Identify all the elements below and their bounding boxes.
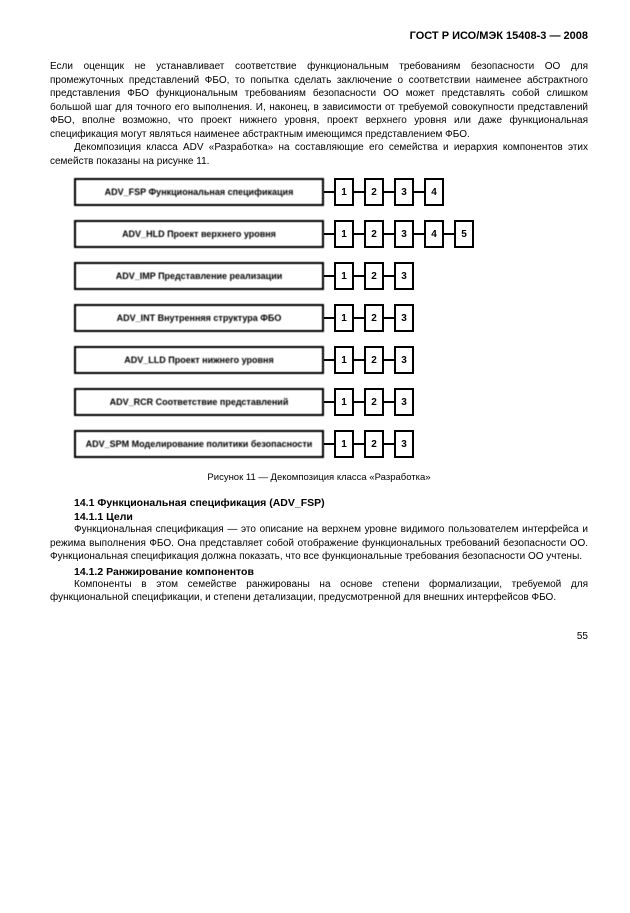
connector-line bbox=[324, 275, 334, 277]
section-14-1-1-title: 14.1.1 Цели bbox=[50, 511, 588, 523]
page-number: 55 bbox=[50, 631, 588, 642]
family-row: ADV_INT Внутренняя структура ФБО 123 bbox=[74, 304, 588, 332]
connector-line bbox=[444, 233, 454, 235]
section-14-1-title: 14.1 Функциональная спецификация (ADV_FS… bbox=[50, 497, 588, 509]
connector-line bbox=[384, 359, 394, 361]
connector-line bbox=[384, 443, 394, 445]
component-box: 5 bbox=[454, 220, 474, 248]
connector-line bbox=[354, 443, 364, 445]
paragraph-2: Декомпозиция класса ADV «Разработка» на … bbox=[50, 141, 588, 168]
component-box: 2 bbox=[364, 220, 384, 248]
connector-line bbox=[354, 191, 364, 193]
component-box: 3 bbox=[394, 430, 414, 458]
page: ГОСТ Р ИСО/МЭК 15408-3 — 2008 Если оценщ… bbox=[0, 0, 630, 662]
connector-line bbox=[354, 317, 364, 319]
component-box: 2 bbox=[364, 262, 384, 290]
connector-line bbox=[384, 275, 394, 277]
component-box: 2 bbox=[364, 430, 384, 458]
family-row: ADV_RCR Соответствие представлений 123 bbox=[74, 388, 588, 416]
component-box: 3 bbox=[394, 178, 414, 206]
connector-line bbox=[414, 191, 424, 193]
family-row: ADV_SPM Моделирование политики безопасно… bbox=[74, 430, 588, 458]
family-label: ADV_RCR Соответствие представлений bbox=[74, 388, 324, 416]
component-box: 4 bbox=[424, 178, 444, 206]
connector-line bbox=[354, 359, 364, 361]
family-label: ADV_SPM Моделирование политики безопасно… bbox=[74, 430, 324, 458]
family-row: ADV_HLD Проект верхнего уровня 12345 bbox=[74, 220, 588, 248]
component-box: 1 bbox=[334, 178, 354, 206]
family-row: ADV_FSP Функциональная спецификация 1234 bbox=[74, 178, 588, 206]
family-label: ADV_LLD Проект нижнего уровня bbox=[74, 346, 324, 374]
component-box: 1 bbox=[334, 262, 354, 290]
component-box: 2 bbox=[364, 178, 384, 206]
connector-line bbox=[324, 401, 334, 403]
decomposition-diagram: ADV_FSP Функциональная спецификация1234A… bbox=[50, 178, 588, 458]
component-box: 4 bbox=[424, 220, 444, 248]
connector-line bbox=[324, 359, 334, 361]
family-label: ADV_FSP Функциональная спецификация bbox=[74, 178, 324, 206]
connector-line bbox=[354, 275, 364, 277]
family-row: ADV_LLD Проект нижнего уровня 123 bbox=[74, 346, 588, 374]
doc-header: ГОСТ Р ИСО/МЭК 15408-3 — 2008 bbox=[50, 30, 588, 42]
component-box: 3 bbox=[394, 388, 414, 416]
component-box: 3 bbox=[394, 304, 414, 332]
component-box: 2 bbox=[364, 304, 384, 332]
connector-line bbox=[354, 233, 364, 235]
paragraph-1: Если оценщик не устанавливает соответств… bbox=[50, 60, 588, 141]
component-box: 1 bbox=[334, 220, 354, 248]
figure-caption: Рисунок 11 — Декомпозиция класса «Разраб… bbox=[50, 472, 588, 483]
connector-line bbox=[384, 317, 394, 319]
component-box: 3 bbox=[394, 346, 414, 374]
component-box: 3 bbox=[394, 262, 414, 290]
component-box: 3 bbox=[394, 220, 414, 248]
family-label: ADV_HLD Проект верхнего уровня bbox=[74, 220, 324, 248]
component-box: 2 bbox=[364, 388, 384, 416]
connector-line bbox=[324, 317, 334, 319]
family-label: ADV_IMP Представление реализации bbox=[74, 262, 324, 290]
section-14-1-2-title: 14.1.2 Ранжирование компонентов bbox=[50, 566, 588, 578]
connector-line bbox=[384, 401, 394, 403]
family-label: ADV_INT Внутренняя структура ФБО bbox=[74, 304, 324, 332]
connector-line bbox=[414, 233, 424, 235]
paragraph-4: Компоненты в этом семействе ранжированы … bbox=[50, 578, 588, 605]
connector-line bbox=[354, 401, 364, 403]
connector-line bbox=[324, 443, 334, 445]
family-row: ADV_IMP Представление реализации 123 bbox=[74, 262, 588, 290]
connector-line bbox=[324, 233, 334, 235]
component-box: 1 bbox=[334, 346, 354, 374]
connector-line bbox=[324, 191, 334, 193]
component-box: 1 bbox=[334, 430, 354, 458]
connector-line bbox=[384, 233, 394, 235]
component-box: 1 bbox=[334, 388, 354, 416]
component-box: 2 bbox=[364, 346, 384, 374]
connector-line bbox=[384, 191, 394, 193]
component-box: 1 bbox=[334, 304, 354, 332]
paragraph-3: Функциональная спецификация — это описан… bbox=[50, 523, 588, 564]
